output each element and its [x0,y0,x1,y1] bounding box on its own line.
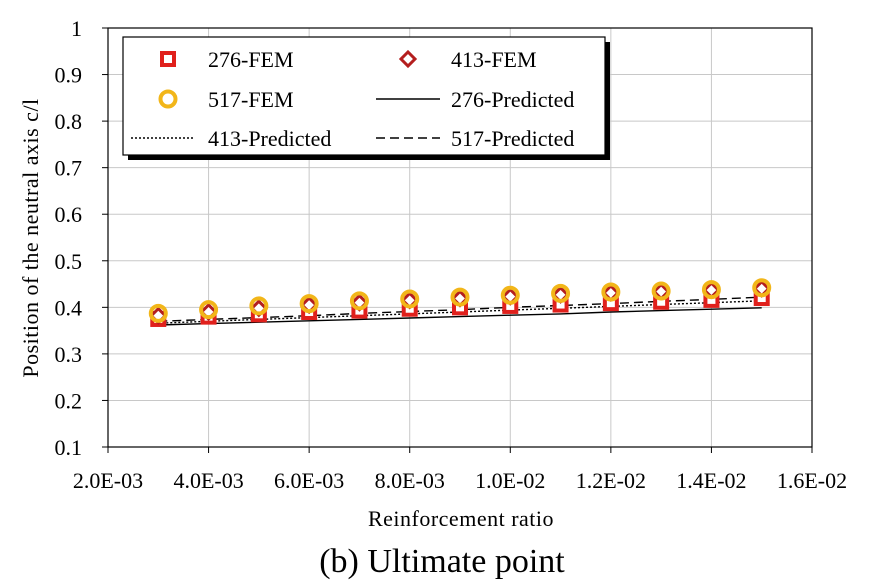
legend-label: 413-Predicted [208,126,331,151]
y-tick-label: 0.8 [55,109,83,134]
y-tick-label: 0.1 [55,435,83,460]
x-axis-ticks: 2.0E-03 4.0E-03 6.0E-03 8.0E-03 1.0E-02 1.2E-… [73,447,847,493]
legend-box [122,36,606,156]
plot-area-frame [107,27,813,448]
legend-marker [158,89,178,109]
data-point-517-fem [500,285,520,305]
data-point-517-fem [601,282,621,302]
x-axis-label: Reinforcement ratio [368,506,554,531]
x-tick-label: 1.4E-02 [676,468,746,493]
data-point-517-fem [199,300,219,320]
data-point-517-fem [450,287,470,307]
legend-label: 276-FEM [208,47,294,72]
legend-marker [398,49,418,69]
x-tick-label: 4.0E-03 [173,468,243,493]
series-517-fem [148,278,772,323]
data-point-517-fem [148,303,168,323]
fem-markers [148,278,772,327]
data-point-517-fem [400,289,420,309]
y-tick-label: 0.6 [55,202,83,227]
legend-label: 276-Predicted [451,87,574,112]
data-point-517-fem [349,291,369,311]
x-tick-label: 8.0E-03 [375,468,445,493]
legend-label: 517-Predicted [451,126,574,151]
y-axis-label: Position of the neutral axis c/l [18,98,43,377]
y-tick-label: 0.7 [55,156,83,181]
x-tick-label: 6.0E-03 [274,468,344,493]
data-point-517-fem [701,280,721,300]
legend-entry-413-predicted: 413-Predicted [131,126,331,151]
y-tick-label: 0.5 [55,249,83,274]
data-point-517-fem [249,296,269,316]
y-tick-label: 1 [71,16,82,41]
data-point-517-fem [299,294,319,314]
legend-marker [160,51,176,67]
legend-entry-517-predicted: 517-Predicted [376,126,574,151]
y-tick-label: 0.2 [55,388,83,413]
legend-label: 517-FEM [208,87,294,112]
data-point-517-fem [752,278,772,298]
figure-caption: (b) Ultimate point [319,543,565,580]
data-point-517-fem [651,281,671,301]
x-tick-label: 1.2E-02 [576,468,646,493]
y-tick-label: 0.3 [55,342,83,367]
legend: 276-FEM 413-FEM 517-FEM 276-Predicted 413-Pr… [122,36,610,160]
legend-entry-276-fem: 276-FEM [160,47,294,72]
legend-entry-413-fem: 413-FEM [398,47,537,72]
legend-label: 413-FEM [451,47,537,72]
x-tick-label: 1.6E-02 [777,468,847,493]
legend-entry-517-fem: 517-FEM [158,87,294,112]
y-tick-label: 0.4 [55,295,83,320]
x-tick-label: 2.0E-03 [73,468,143,493]
data-point-517-fem [551,283,571,303]
legend-entry-276-predicted: 276-Predicted [376,87,574,112]
x-tick-label: 1.0E-02 [475,468,545,493]
y-axis-ticks: 0.1 0.2 0.3 0.4 0.5 0.6 0.7 0.8 0.9 1 [55,16,108,460]
y-tick-label: 0.9 [55,63,83,88]
